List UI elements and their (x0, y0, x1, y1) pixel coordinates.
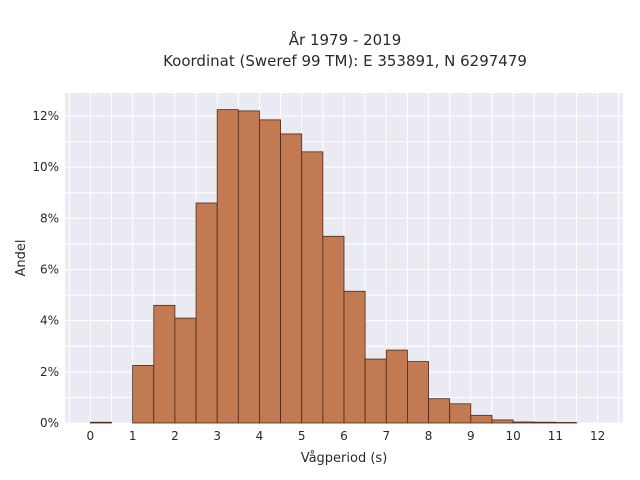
bar (280, 133, 303, 424)
x-tick-label: 8 (425, 429, 433, 443)
bar (407, 361, 429, 424)
x-axis-label: Vågperiod (s) (301, 451, 388, 466)
bar (533, 421, 556, 424)
bar (491, 419, 514, 424)
bar (322, 235, 345, 424)
bar (385, 349, 408, 424)
x-tick-label: 9 (467, 429, 475, 443)
x-tick-label: 1 (129, 429, 137, 443)
x-tick-label: 2 (171, 429, 179, 443)
x-tick-label: 7 (382, 429, 390, 443)
y-tick-label: 4% (40, 314, 59, 328)
y-tick-label: 2% (40, 365, 59, 379)
bar (132, 365, 155, 424)
bar (195, 202, 218, 424)
y-tick-label: 8% (40, 211, 59, 225)
y-tick-labels: 0% 2% 4% 6% 8% 10% 12% (32, 109, 59, 430)
bar (470, 414, 493, 424)
y-tick-label: 10% (32, 160, 59, 174)
bars (89, 109, 577, 424)
bar (216, 109, 239, 424)
x-tick-label: 0 (87, 429, 95, 443)
x-tick-label: 6 (340, 429, 348, 443)
x-tick-label: 4 (256, 429, 264, 443)
bar (153, 304, 176, 424)
bar (449, 403, 472, 424)
x-tick-label: 11 (548, 429, 563, 443)
bar (301, 151, 324, 424)
bar (237, 110, 260, 424)
bar (554, 422, 577, 424)
chart-subtitle: Koordinat (Sweref 99 TM): E 353891, N 62… (163, 52, 527, 70)
bar (512, 421, 535, 424)
x-tick-labels: 0 1 2 3 4 5 6 7 8 9 10 11 12 (87, 429, 606, 443)
y-tick-label: 0% (40, 416, 59, 430)
x-tick-label: 5 (298, 429, 306, 443)
bar (259, 119, 281, 424)
x-tick-label: 3 (213, 429, 221, 443)
bar (364, 358, 387, 424)
y-tick-label: 12% (32, 109, 59, 123)
y-axis-label: Andel (14, 240, 29, 277)
x-tick-label: 10 (505, 429, 520, 443)
chart-title: År 1979 - 2019 (289, 30, 402, 49)
bar (428, 398, 451, 424)
y-tick-label: 6% (40, 263, 59, 277)
bar (89, 421, 112, 424)
bar (343, 290, 366, 424)
x-tick-label: 12 (590, 429, 605, 443)
bar (174, 317, 197, 424)
